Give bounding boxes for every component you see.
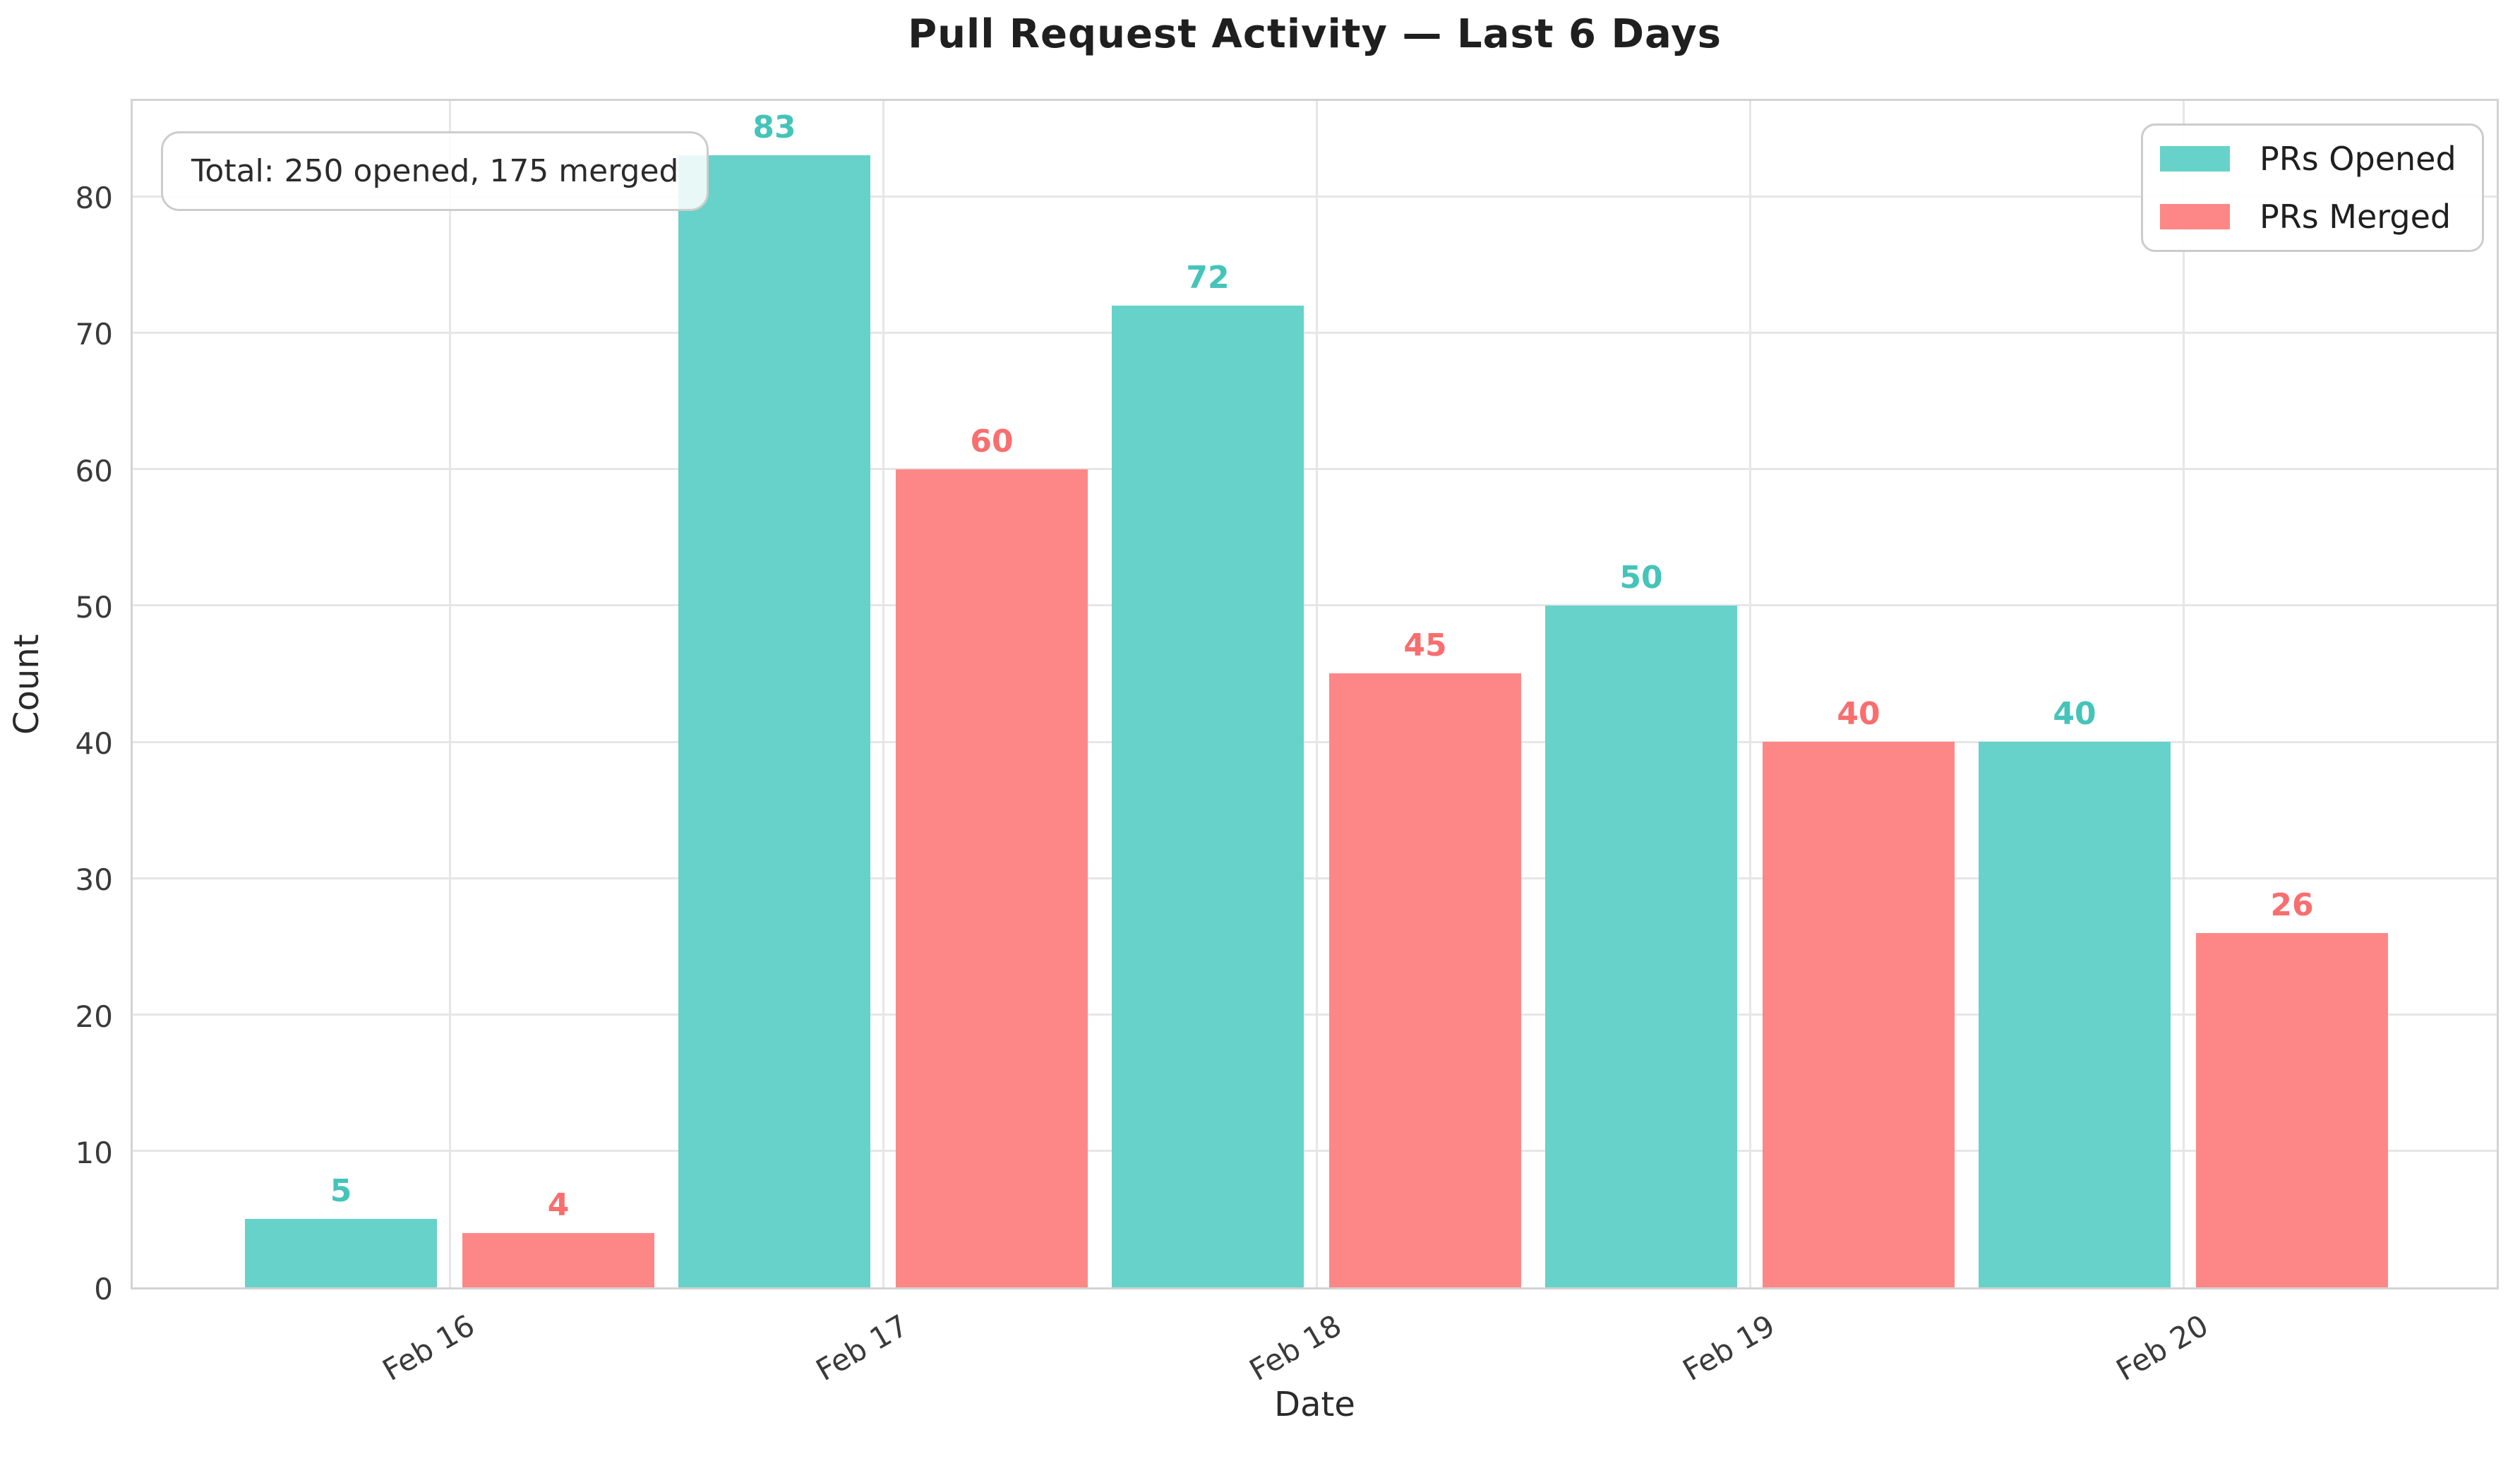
v-gridline: [1748, 101, 1751, 1287]
bar-opened-feb-18: [1112, 305, 1304, 1287]
bar-merged-feb-16: [462, 1232, 654, 1287]
x-tick-label: Feb 16: [376, 1308, 481, 1388]
y-tick-label: 50: [75, 589, 113, 625]
h-gridline: [133, 877, 2497, 879]
y-tick-label: 20: [75, 999, 113, 1034]
legend-swatch-icon: [2160, 204, 2230, 229]
y-axis-label: Count: [7, 634, 47, 735]
v-gridline: [2182, 101, 2185, 1287]
legend-label: PRs Opened: [2260, 140, 2456, 178]
bar-value-label: 5: [330, 1173, 352, 1210]
h-gridline: [133, 604, 2497, 607]
bar-value-label: 40: [2053, 696, 2096, 733]
bar-merged-feb-20: [2196, 932, 2388, 1287]
h-gridline: [133, 468, 2497, 471]
bar-opened-feb-19: [1545, 605, 1737, 1287]
v-gridline: [448, 101, 451, 1287]
y-tick-label: 60: [75, 453, 113, 488]
total-annotation: Total: 250 opened, 175 merged: [161, 131, 709, 211]
h-gridline: [133, 1014, 2497, 1016]
y-tick-label: 80: [75, 181, 113, 216]
h-gridline: [133, 331, 2497, 334]
legend: PRs Opened PRs Merged: [2141, 124, 2484, 252]
bar-value-label: 72: [1186, 259, 1230, 296]
y-tick-label: 0: [94, 1272, 113, 1306]
bar-opened-feb-16: [245, 1219, 437, 1287]
h-gridline: [133, 1150, 2497, 1153]
x-tick-label: Feb 18: [1243, 1308, 1348, 1388]
chart-title: Pull Request Activity — Last 6 Days: [908, 11, 1722, 57]
y-tick-label: 70: [75, 317, 113, 352]
x-axis-label: Date: [1274, 1385, 1355, 1424]
h-gridline: [133, 195, 2497, 198]
legend-row: PRs Merged: [2160, 198, 2465, 236]
legend-swatch-icon: [2160, 146, 2230, 172]
x-tick-label: Feb 20: [2110, 1308, 2214, 1388]
bar-value-label: 26: [2270, 886, 2314, 923]
bar-merged-feb-19: [1763, 742, 1955, 1287]
bar-value-label: 40: [1837, 696, 1880, 733]
legend-row: PRs Opened: [2160, 140, 2465, 178]
legend-label: PRs Merged: [2260, 198, 2452, 236]
bar-value-label: 60: [970, 423, 1014, 459]
v-gridline: [882, 101, 884, 1287]
bar-opened-feb-20: [1979, 742, 2171, 1287]
bar-merged-feb-18: [1329, 673, 1521, 1287]
x-tick-label: Feb 17: [810, 1308, 914, 1388]
bar-value-label: 83: [752, 109, 796, 146]
bar-merged-feb-17: [896, 469, 1088, 1287]
bar-opened-feb-17: [678, 155, 870, 1287]
v-gridline: [1315, 101, 1318, 1287]
x-tick-label: Feb 19: [1676, 1308, 1781, 1388]
y-tick-label: 10: [75, 1135, 113, 1170]
h-gridline: [133, 740, 2497, 743]
y-tick-label: 40: [75, 726, 113, 762]
bar-value-label: 45: [1403, 627, 1447, 664]
bar-value-label: 4: [547, 1186, 570, 1223]
plot-area: 5 4 83 60 72 45 50 40 40 26: [131, 99, 2499, 1289]
bar-value-label: 50: [1619, 559, 1663, 596]
y-tick-label: 30: [75, 862, 113, 898]
